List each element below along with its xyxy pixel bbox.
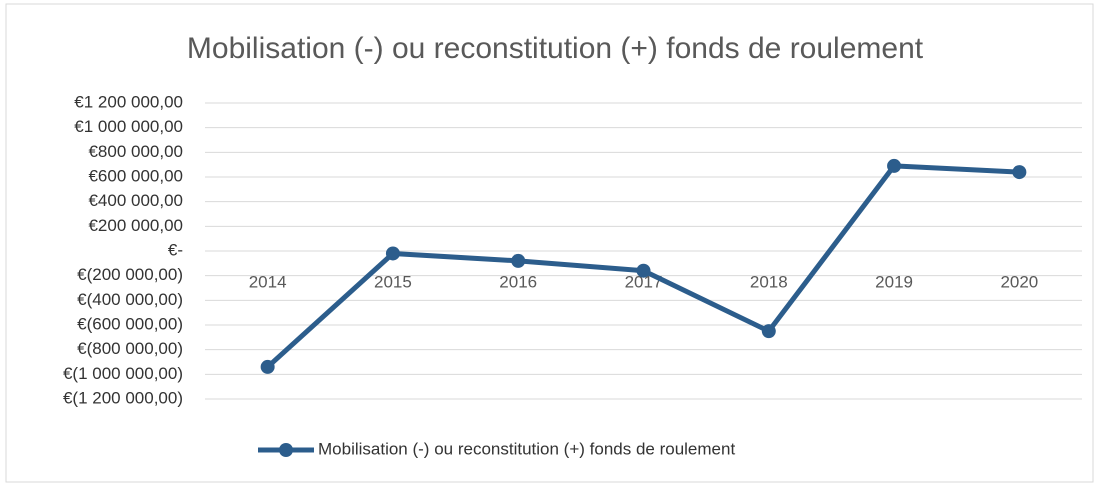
y-tick-label: €200 000,00 <box>88 216 183 235</box>
y-tick-label: €(1 200 000,00) <box>63 388 183 407</box>
y-tick-label: €600 000,00 <box>88 166 183 185</box>
y-tick-label: €(600 000,00) <box>77 314 183 333</box>
data-point <box>385 246 400 261</box>
data-point <box>1012 165 1027 180</box>
data-point <box>260 359 275 374</box>
x-tick-label: 2016 <box>499 272 537 291</box>
y-tick-label: €400 000,00 <box>88 191 183 210</box>
y-tick-label: €800 000,00 <box>88 142 183 161</box>
data-point <box>636 263 651 278</box>
data-point <box>887 158 902 173</box>
x-tick-label: 2015 <box>374 272 412 291</box>
data-point <box>761 324 776 339</box>
x-tick-label: 2020 <box>1000 272 1038 291</box>
legend-label: Mobilisation (-) ou reconstitution (+) f… <box>318 439 735 458</box>
y-tick-label: €(200 000,00) <box>77 265 183 284</box>
y-tick-label: €1 200 000,00 <box>74 92 183 111</box>
x-tick-label: 2014 <box>249 272 287 291</box>
chart-title: Mobilisation (-) ou reconstitution (+) f… <box>187 32 924 65</box>
x-tick-label: 2019 <box>875 272 913 291</box>
y-tick-label: €- <box>168 240 183 259</box>
data-point <box>511 253 526 268</box>
y-tick-label: €1 000 000,00 <box>74 117 183 136</box>
chart-border <box>5 3 1094 483</box>
x-tick-label: 2018 <box>750 272 788 291</box>
y-tick-label: €(800 000,00) <box>77 339 183 358</box>
y-tick-label: €(400 000,00) <box>77 290 183 309</box>
y-tick-label: €(1 000 000,00) <box>63 364 183 383</box>
legend-marker <box>279 443 293 457</box>
